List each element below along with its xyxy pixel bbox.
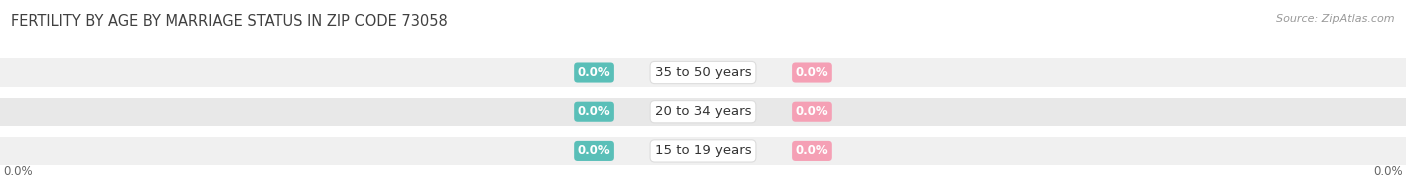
- Text: 0.0%: 0.0%: [796, 144, 828, 157]
- Text: 15 to 19 years: 15 to 19 years: [655, 144, 751, 157]
- Text: 0.0%: 0.0%: [1372, 165, 1403, 178]
- Text: 35 to 50 years: 35 to 50 years: [655, 66, 751, 79]
- Text: 0.0%: 0.0%: [796, 105, 828, 118]
- Text: 0.0%: 0.0%: [796, 66, 828, 79]
- Bar: [0, 137, 1406, 165]
- Bar: [0, 58, 1406, 87]
- Bar: [0, 98, 1406, 126]
- Text: 0.0%: 0.0%: [3, 165, 34, 178]
- Text: 0.0%: 0.0%: [578, 66, 610, 79]
- Text: Source: ZipAtlas.com: Source: ZipAtlas.com: [1277, 14, 1395, 24]
- Text: 0.0%: 0.0%: [578, 144, 610, 157]
- Text: 0.0%: 0.0%: [578, 105, 610, 118]
- Text: 20 to 34 years: 20 to 34 years: [655, 105, 751, 118]
- Text: FERTILITY BY AGE BY MARRIAGE STATUS IN ZIP CODE 73058: FERTILITY BY AGE BY MARRIAGE STATUS IN Z…: [11, 14, 449, 29]
